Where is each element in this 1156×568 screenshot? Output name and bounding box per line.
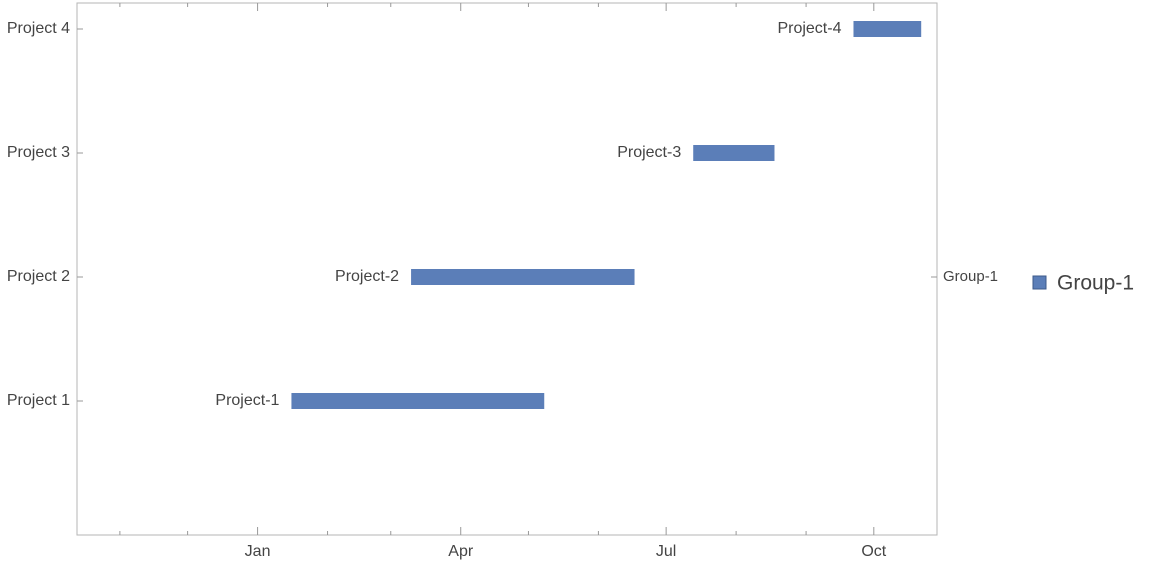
x-tick-label: Jan: [245, 543, 271, 560]
y-tick-label: Project 4: [7, 20, 70, 37]
x-tick-label: Apr: [448, 543, 474, 560]
bar: [853, 21, 922, 37]
x-tick-label: Jul: [656, 543, 676, 560]
legend-label: Group-1: [1057, 272, 1134, 295]
y-tick-label: Project 2: [7, 268, 70, 285]
bar: [411, 269, 635, 285]
bar: [291, 393, 545, 409]
bar-label: Project-3: [617, 144, 681, 161]
plot-frame: [76, 2, 938, 536]
bar-label: Project-4: [777, 20, 841, 37]
y-tick-label: Project 1: [7, 392, 70, 409]
y-tick-label: Project 3: [7, 144, 70, 161]
x-tick-label: Oct: [861, 543, 886, 560]
legend-swatch: [1032, 275, 1047, 290]
bar-label: Project-2: [335, 268, 399, 285]
y2-tick-label: Group-1: [943, 268, 998, 285]
bar: [693, 145, 775, 161]
bar-label: Project-1: [215, 392, 279, 409]
